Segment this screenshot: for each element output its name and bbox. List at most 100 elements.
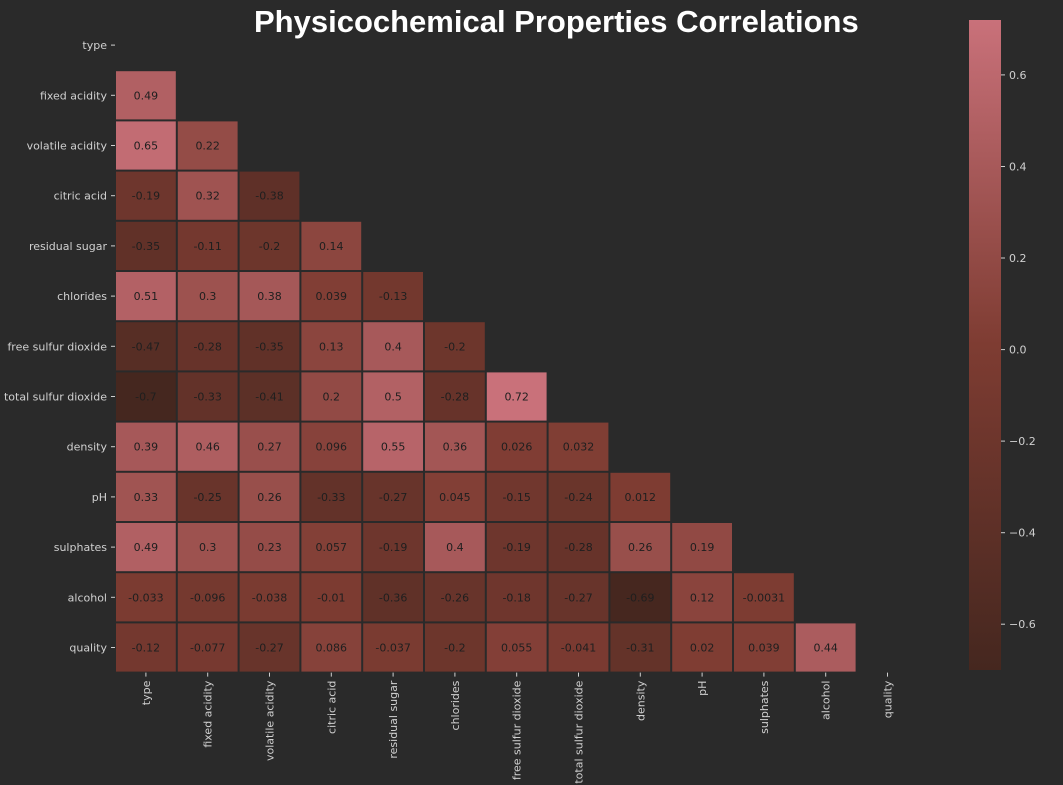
- cell-value-label: -0.7: [135, 391, 156, 404]
- y-tick-label: residual sugar: [29, 240, 108, 253]
- cell-value-label: 0.23: [257, 541, 282, 554]
- cell-value-label: 0.36: [443, 441, 468, 454]
- cell-value-label: -0.096: [190, 591, 225, 604]
- heatmap-cell-rect: [363, 573, 423, 622]
- heatmap-cell-rect: [548, 422, 609, 471]
- heatmap-cell-rect: [301, 372, 362, 421]
- heatmap-cell: 0.23: [239, 523, 300, 572]
- y-tick-label: free sulfur dioxide: [7, 340, 107, 353]
- cell-value-label: 0.65: [134, 140, 159, 153]
- cell-value-label: 0.14: [319, 240, 344, 253]
- cell-value-label: -0.27: [379, 491, 407, 504]
- cell-value-label: -0.0031: [743, 591, 785, 604]
- heatmap-cell-rect: [177, 472, 238, 521]
- cell-value-label: 0.26: [257, 491, 282, 504]
- cell-value-label: -0.28: [441, 391, 469, 404]
- cell-value-label: -0.69: [626, 591, 654, 604]
- heatmap-cell-rect: [363, 623, 423, 672]
- colorbar: 0.6 0.4 0.2 0.0 −0.2 −0.4 −0.6: [969, 20, 1036, 670]
- cell-value-label: 0.039: [316, 290, 348, 303]
- cell-value-label: 0.096: [316, 441, 348, 454]
- heatmap-cell: 0.055: [486, 623, 547, 672]
- colorbar-tick-label: 0.2: [1009, 252, 1027, 265]
- heatmap-cell: 0.057: [301, 523, 362, 572]
- heatmap-cell-rect: [239, 623, 300, 672]
- cell-value-label: -0.077: [190, 642, 225, 655]
- cell-value-label: -0.033: [128, 591, 163, 604]
- heatmap-cell-rect: [116, 472, 176, 521]
- x-tick-label: alcohol: [820, 681, 833, 720]
- heatmap-cell-rect: [239, 322, 300, 371]
- heatmap-cell-rect: [239, 573, 300, 622]
- cell-value-label: 0.39: [134, 441, 159, 454]
- heatmap-cell: -0.41: [239, 372, 300, 421]
- y-tick-label: total sulfur dioxide: [4, 391, 107, 404]
- x-tick-label: fixed acidity: [202, 680, 215, 748]
- heatmap-cell-rect: [610, 623, 671, 672]
- cell-value-label: -0.33: [317, 491, 345, 504]
- heatmap-cell-rect: [548, 523, 609, 572]
- heatmap-cell: 0.19: [672, 523, 732, 572]
- heatmap-cell: 0.49: [116, 71, 176, 120]
- cell-value-label: -0.18: [502, 591, 530, 604]
- x-tick-label: density: [634, 680, 647, 721]
- x-tick-label: citric acid: [325, 681, 338, 734]
- heatmap-cell: 0.039: [734, 623, 794, 672]
- heatmap-cell: -0.31: [610, 623, 671, 672]
- heatmap-cell-rect: [301, 272, 362, 321]
- heatmap-cell: -0.01: [301, 573, 362, 622]
- heatmap-cell: 0.4: [425, 523, 485, 572]
- heatmap-cell-rect: [486, 422, 547, 471]
- colorbar-gradient: [969, 20, 1001, 670]
- heatmap-cell: 0.045: [425, 472, 485, 521]
- heatmap-cell-rect: [116, 623, 176, 672]
- cell-value-label: 0.057: [316, 541, 348, 554]
- heatmap-cell: -0.33: [177, 372, 238, 421]
- heatmap-cell: -0.35: [239, 322, 300, 371]
- heatmap-cell: -0.24: [548, 472, 609, 521]
- heatmap-cell-rect: [672, 523, 732, 572]
- heatmap-cell-rect: [116, 523, 176, 572]
- heatmap-cell: -0.19: [363, 523, 423, 572]
- heatmap-cell-rect: [610, 472, 671, 521]
- heatmap-cell-rect: [177, 221, 238, 270]
- y-tick-label: volatile acidity: [27, 140, 108, 153]
- x-tick-label: residual sugar: [387, 680, 400, 759]
- y-tick-label: density: [67, 441, 108, 454]
- heatmap-cell-rect: [425, 623, 485, 672]
- heatmap-cell: -0.35: [116, 221, 176, 270]
- cell-value-label: -0.24: [564, 491, 592, 504]
- cell-value-label: -0.041: [561, 642, 596, 655]
- heatmap-cell: -0.28: [548, 523, 609, 572]
- cell-value-label: -0.2: [259, 240, 280, 253]
- cell-value-label: -0.26: [441, 591, 469, 604]
- heatmap-cell-rect: [239, 523, 300, 572]
- heatmap-cell: 0.44: [795, 623, 856, 672]
- cell-value-label: 0.5: [384, 391, 402, 404]
- heatmap-cell: 0.38: [239, 272, 300, 321]
- cell-value-label: 0.44: [813, 642, 838, 655]
- heatmap-cell: -0.28: [425, 372, 485, 421]
- heatmap-cell: -0.041: [548, 623, 609, 672]
- heatmap-cell: 0.22: [177, 121, 238, 170]
- heatmap-cell: 0.51: [116, 272, 176, 321]
- heatmap-cell-rect: [363, 272, 423, 321]
- heatmap-cell: -0.18: [486, 573, 547, 622]
- heatmap-cell-rect: [363, 372, 423, 421]
- x-tick-label: total sulfur dioxide: [573, 680, 586, 783]
- heatmap-cell: 0.72: [486, 372, 547, 421]
- x-axis-labels: type fixed acidity volatile acidity citric …: [140, 672, 895, 784]
- heatmap-cell: 0.5: [363, 372, 423, 421]
- heatmap-cell-rect: [548, 472, 609, 521]
- heatmap-cell-rect: [177, 171, 238, 220]
- heatmap-cell-rect: [116, 171, 176, 220]
- heatmap-cell: -0.096: [177, 573, 238, 622]
- cell-value-label: 0.38: [257, 290, 282, 303]
- cell-value-label: -0.47: [132, 340, 160, 353]
- heatmap-cell-rect: [239, 372, 300, 421]
- heatmap-cell-rect: [239, 221, 300, 270]
- heatmap-cell: -0.7: [116, 372, 176, 421]
- heatmap-cell: 0.02: [672, 623, 732, 672]
